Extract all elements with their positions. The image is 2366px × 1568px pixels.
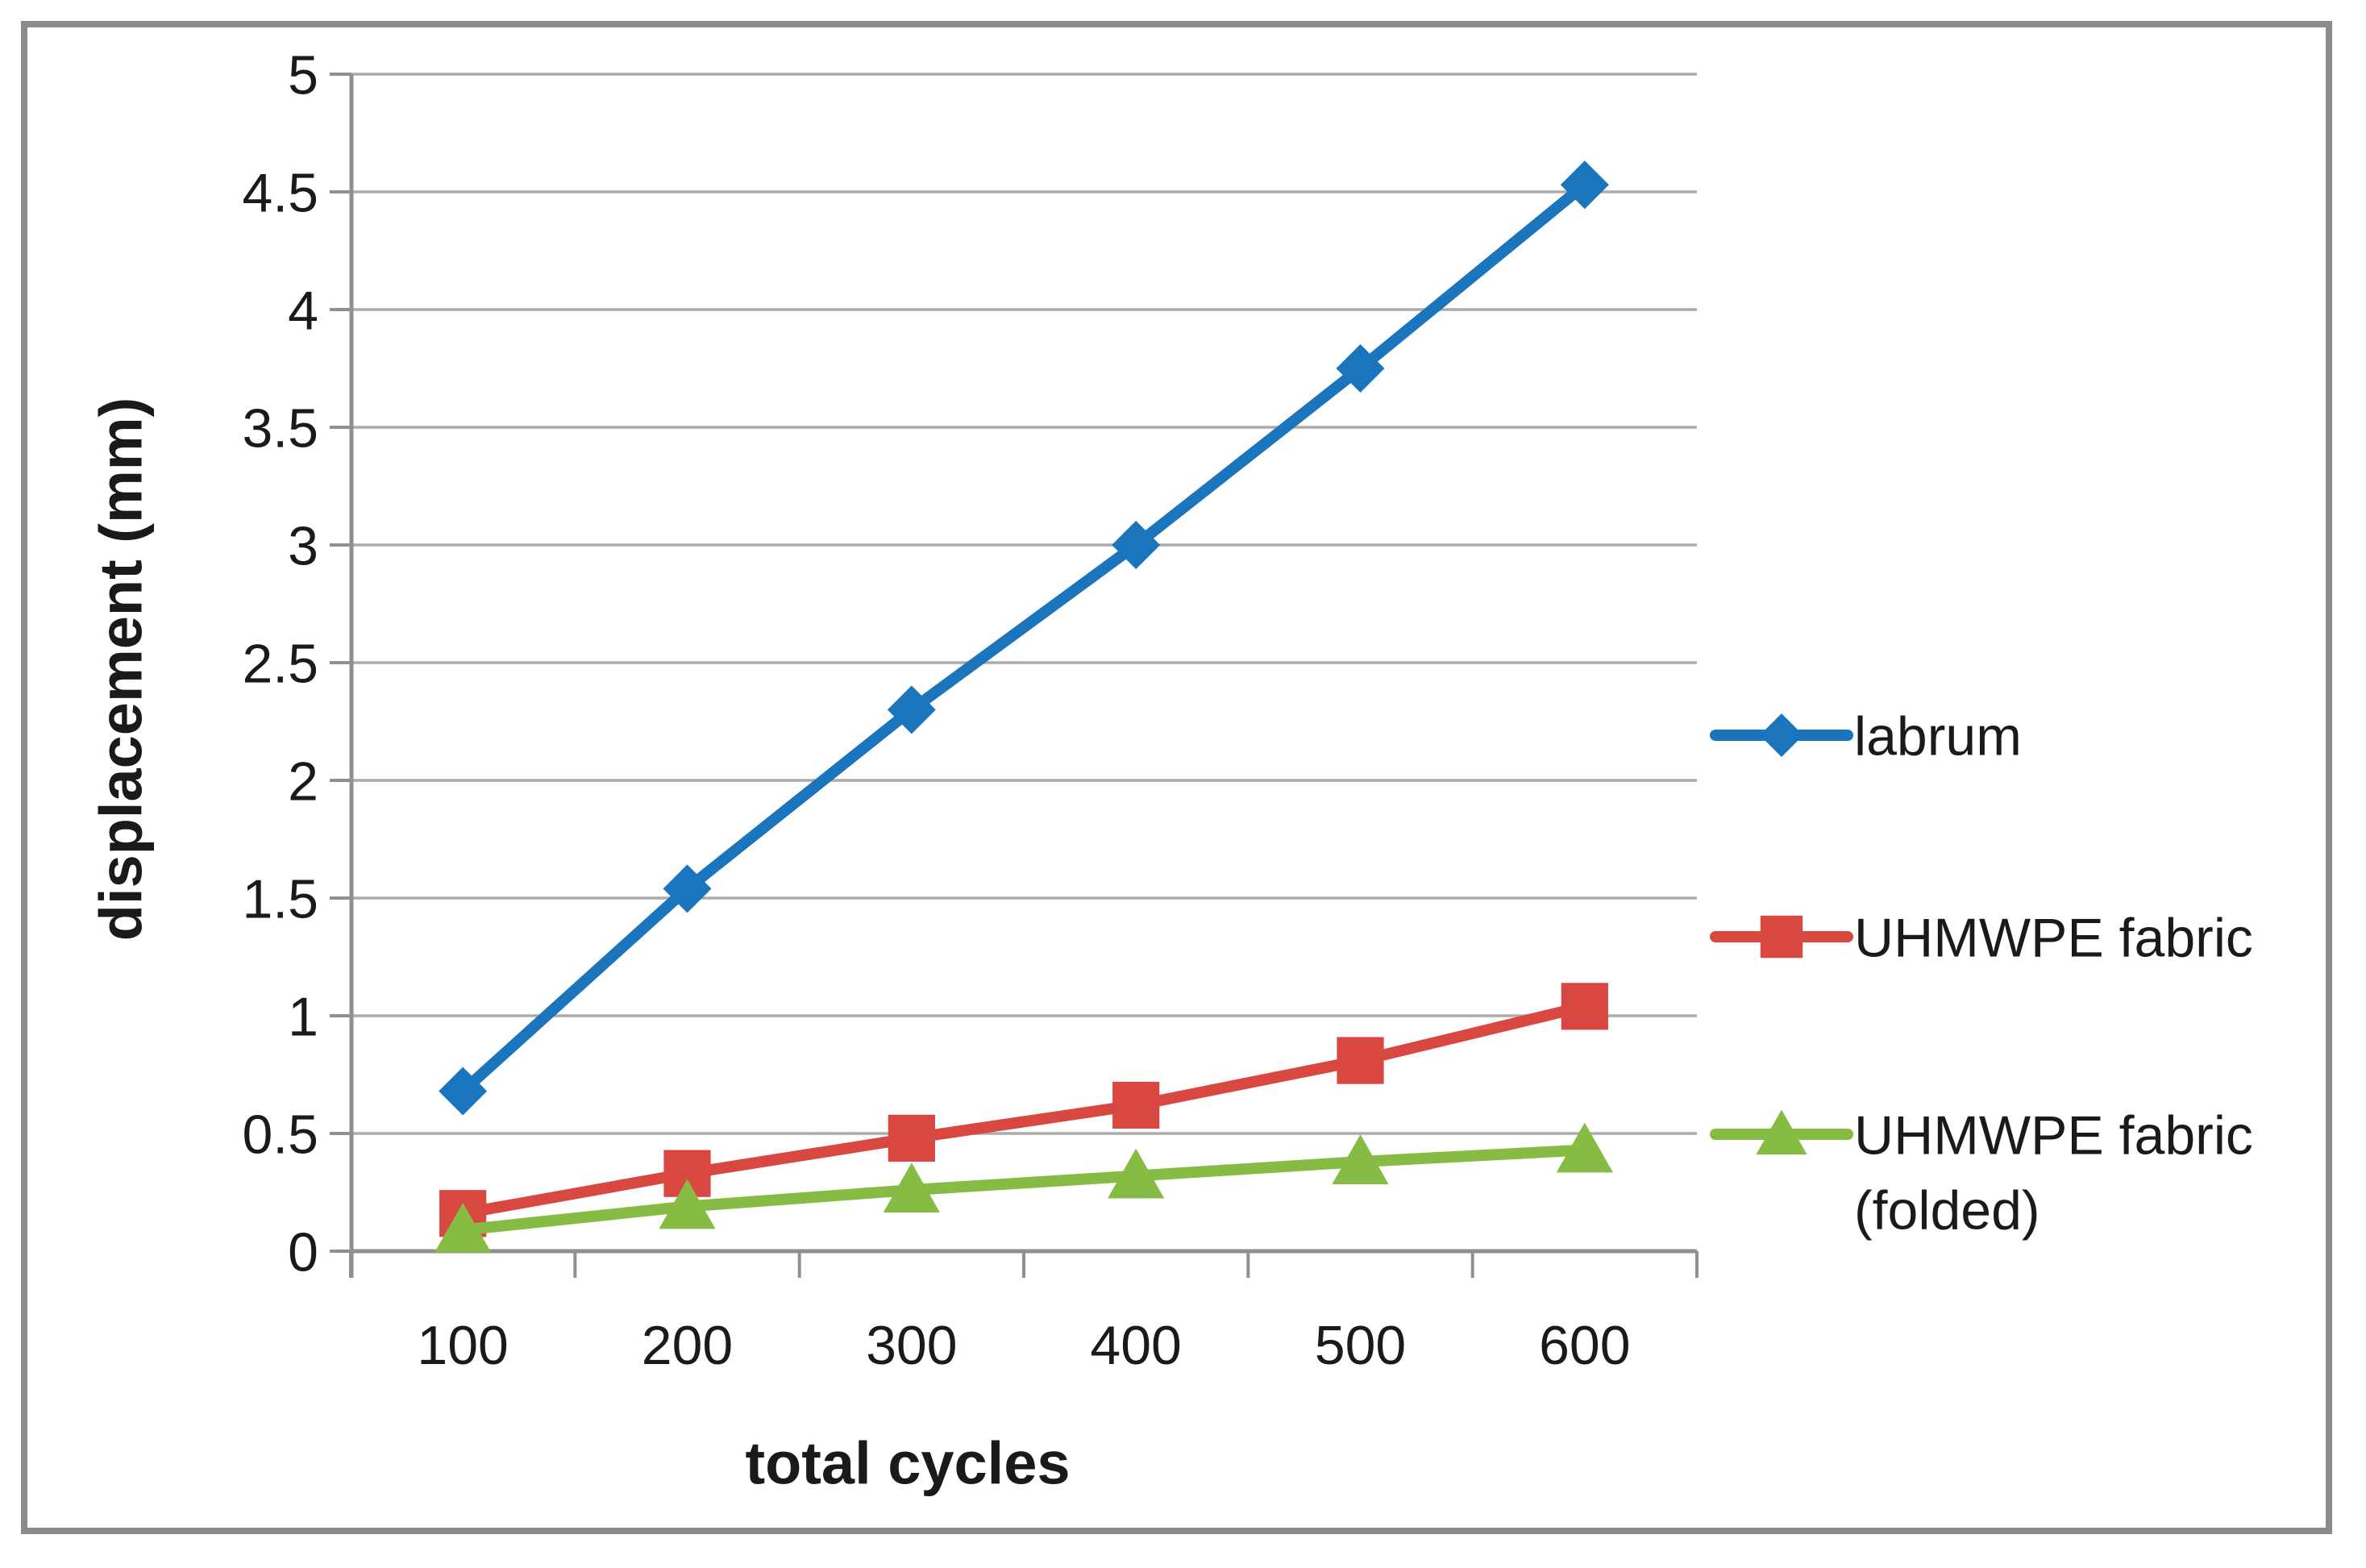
legend-marker-square (1760, 915, 1803, 959)
y-tick-label: 3 (288, 515, 318, 576)
x-tick-label: 500 (1315, 1315, 1406, 1376)
y-tick-label: 1.5 (242, 868, 318, 930)
y-tick-label: 4 (288, 280, 318, 341)
marker-triangle (1332, 1134, 1389, 1184)
axes (330, 73, 1699, 1278)
x-axis-title: total cycles (745, 1429, 1071, 1497)
series-uhmwpe-fabric (439, 983, 1608, 1237)
marker-diamond (663, 864, 712, 913)
x-tick-label: 600 (1539, 1315, 1630, 1376)
y-tick-label: 0 (288, 1221, 318, 1283)
series-uhmwpe-fabric-folded (435, 1122, 1613, 1253)
marker-triangle (659, 1179, 716, 1229)
marker-square (888, 1114, 935, 1162)
y-tick-label: 3.5 (242, 397, 318, 459)
marker-triangle (883, 1162, 940, 1212)
marker-square (1112, 1081, 1160, 1129)
chart-outer-border (21, 21, 2332, 1534)
marker-diamond (1560, 160, 1609, 210)
marker-square (663, 1150, 711, 1197)
x-tick-labels: 100 200 300 400 500 600 (417, 1315, 1630, 1376)
legend-label: UHMWPE fabric (1854, 907, 2253, 968)
marker-diamond (1336, 344, 1385, 393)
y-tick-label: 0.5 (242, 1104, 318, 1165)
marker-diamond (887, 685, 936, 734)
legend-label: (folded) (1854, 1179, 2040, 1241)
marker-triangle (1108, 1148, 1165, 1199)
marker-square (1337, 1037, 1384, 1084)
y-axis-title: displacement (mm) (87, 397, 155, 942)
y-tick-label: 5 (288, 44, 318, 106)
legend-item-uhmwpe-fabric: UHMWPE fabric (1710, 907, 2253, 968)
x-tick-label: 400 (1090, 1315, 1181, 1376)
marker-triangle (1556, 1122, 1613, 1173)
y-tick-label: 4.5 (242, 162, 318, 223)
gridlines (351, 73, 1697, 1135)
marker-diamond (439, 1067, 488, 1116)
legend-label: labrum (1854, 705, 2022, 767)
marker-triangle (435, 1202, 492, 1253)
y-tick-label: 2.5 (242, 633, 318, 694)
x-tick-label: 300 (866, 1315, 957, 1376)
x-tick-label: 200 (642, 1315, 733, 1376)
legend-label: UHMWPE fabric (1854, 1104, 2253, 1166)
legend-item-uhmwpe-fabric-folded: UHMWPE fabric (folded) (1710, 1104, 2253, 1241)
x-tick-label: 100 (417, 1315, 508, 1376)
series-line-uhmwpe-fabric-folded (457, 1144, 1591, 1236)
y-tick-label: 1 (288, 986, 318, 1047)
y-tick-labels: 0 0.5 1 1.5 2 2.5 3 3.5 4 4.5 5 (242, 44, 318, 1283)
legend-marker-diamond (1760, 713, 1803, 757)
legend-marker-triangle (1756, 1109, 1807, 1155)
series-line-labrum (457, 179, 1591, 1097)
marker-diamond (1112, 521, 1161, 569)
series-line-uhmwpe-fabric (457, 1000, 1591, 1220)
marker-square (1561, 983, 1608, 1030)
legend-item-labrum: labrum (1710, 705, 2022, 767)
series-labrum (439, 160, 1609, 1116)
y-tick-label: 2 (288, 751, 318, 812)
legend: labrum UHMWPE fabric UHMWPE fabric (folded) (1710, 705, 2253, 1241)
